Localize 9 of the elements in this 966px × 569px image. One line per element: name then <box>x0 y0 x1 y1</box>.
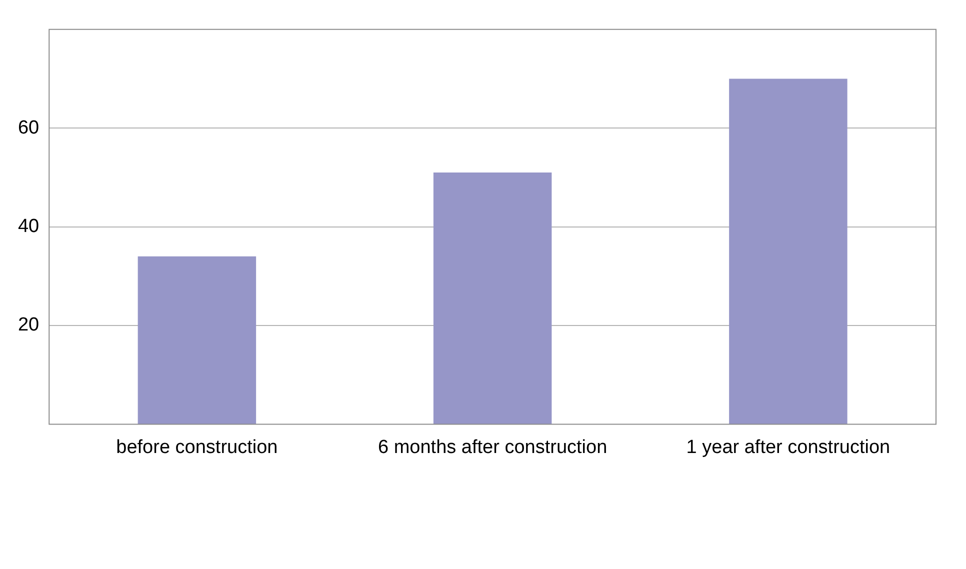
bar <box>138 256 256 424</box>
x-tick-label: 1 year after construction <box>686 436 890 458</box>
y-tick-label: 40 <box>18 216 40 238</box>
x-tick-label: 6 months after construction <box>378 436 608 458</box>
bar <box>729 78 848 424</box>
bar <box>433 172 552 424</box>
y-tick-label: 60 <box>18 117 40 138</box>
x-tick-label: before construction <box>116 436 278 458</box>
y-tick-label: 20 <box>18 314 40 336</box>
